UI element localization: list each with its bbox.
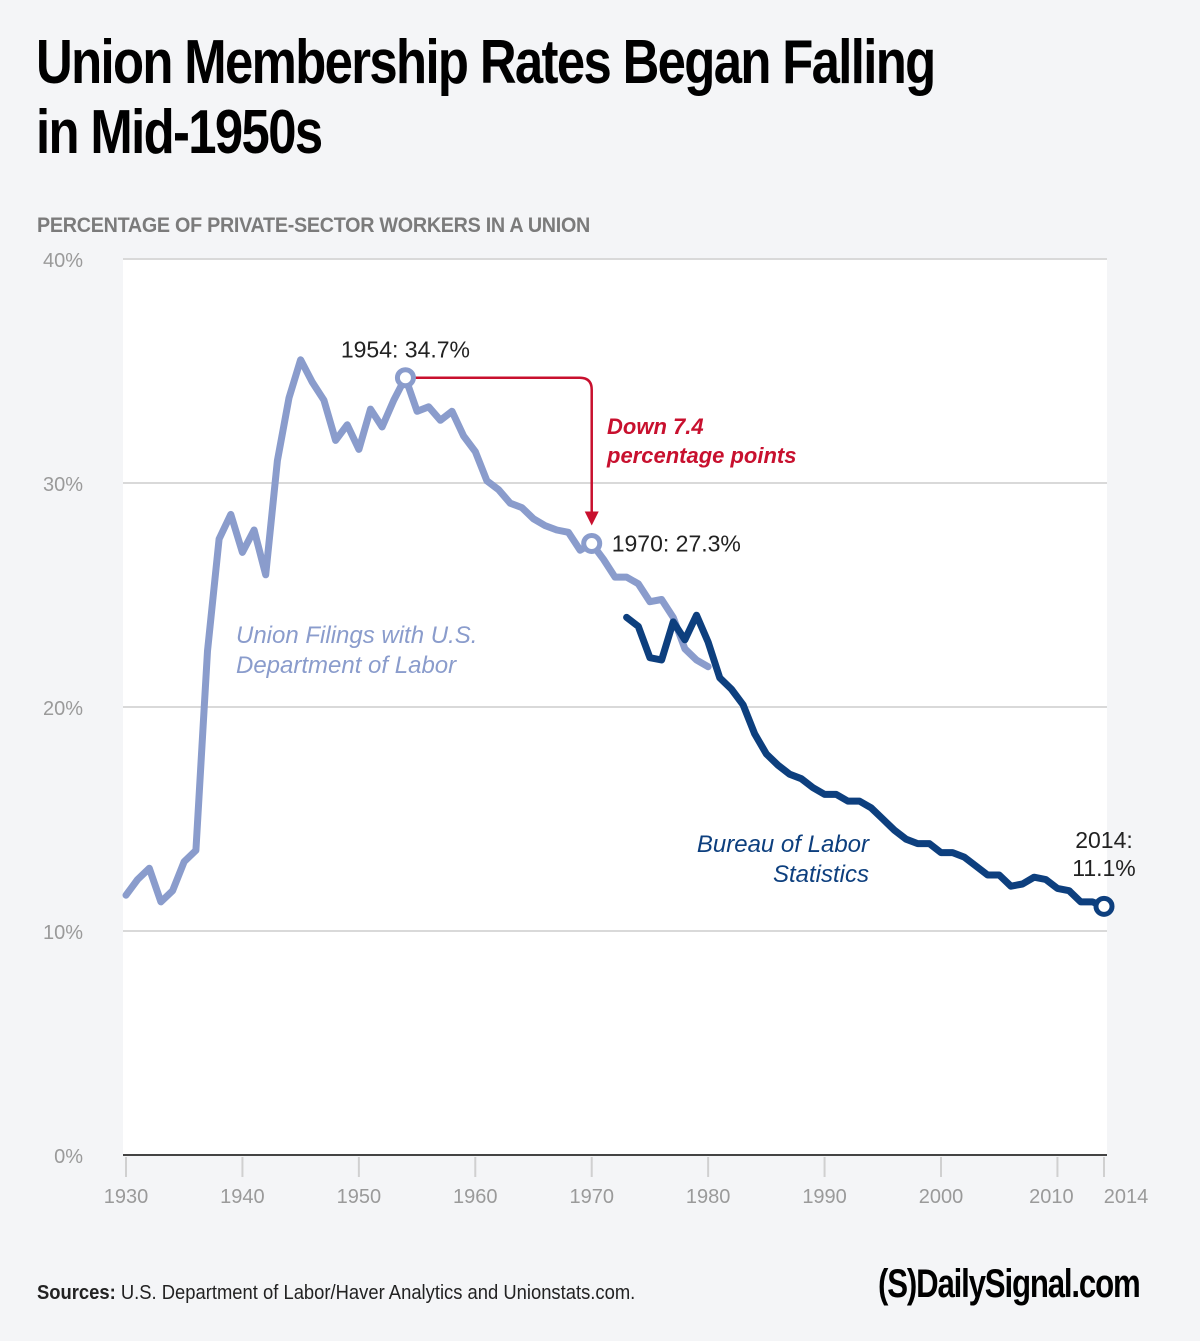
decline-annotation-line2: percentage points	[606, 443, 796, 468]
series-lines	[122, 356, 1108, 910]
decline-arrow	[415, 376, 599, 526]
dailysignal-logo: (S)DailySignal.com	[878, 1262, 1141, 1306]
annotation-1954-label: 1954: 34.7%	[341, 337, 470, 363]
y-tick-label: 20%	[43, 698, 83, 720]
chart-title: Union Membership Rates Began Falling in …	[36, 28, 938, 168]
y-tick-label: 0%	[54, 1146, 83, 1168]
y-axis-tick-labels: 0% 10% 20% 30% 40%	[43, 250, 83, 1168]
y-tick-label: 10%	[43, 922, 83, 944]
gridlines	[123, 258, 1107, 932]
annotation-labels: 1954: 34.7% 1970: 27.3% 2014: 11.1% Down…	[236, 337, 1136, 888]
series-label-dol-line2: Department of Labor	[236, 652, 457, 679]
series-label-bls-line1: Bureau of Labor	[697, 831, 870, 858]
x-tick-label: 2014	[1104, 1186, 1149, 1208]
marker-1954	[394, 367, 416, 389]
y-tick-label: 40%	[43, 250, 83, 272]
chart-subtitle: PERCENTAGE OF PRIVATE-SECTOR WORKERS IN …	[37, 214, 591, 237]
annotation-1970-label: 1970: 27.3%	[612, 530, 741, 556]
sources-note: Sources: U.S. Department of Labor/Haver …	[37, 1282, 635, 1305]
x-tick-label: 1930	[104, 1186, 149, 1208]
marker-1970	[581, 532, 603, 554]
chart-title-line1: Union Membership Rates Began Falling	[36, 28, 936, 97]
x-axis-ticks: 1930 1940 1950 1960 1970 1980 1990 2000 2010 2014	[104, 1157, 1149, 1208]
series-line-dol	[122, 356, 712, 906]
y-tick-label: 30%	[43, 474, 83, 496]
highlight-markers	[394, 367, 1115, 917]
x-tick-label: 1940	[220, 1186, 265, 1208]
annotation-2014-year-label: 2014:	[1075, 827, 1133, 853]
x-tick-label: 1950	[337, 1186, 382, 1208]
x-tick-label: 1980	[686, 1186, 731, 1208]
x-tick-label: 1960	[453, 1186, 498, 1208]
series-line-bls	[623, 611, 1108, 910]
x-tick-label: 1970	[569, 1186, 614, 1208]
sources-label: Sources:	[37, 1282, 116, 1304]
annotation-2014-value-label: 11.1%	[1072, 855, 1136, 881]
sources-text: U.S. Department of Labor/Haver Analytics…	[115, 1282, 636, 1304]
x-tick-label: 1990	[802, 1186, 847, 1208]
marker-2014	[1093, 895, 1115, 917]
decline-annotation-line1: Down 7.4	[607, 414, 704, 439]
chart-title-line2: in Mid-1950s	[36, 98, 323, 167]
x-tick-label: 2010	[1029, 1186, 1074, 1208]
series-label-bls-line2: Statistics	[773, 861, 869, 888]
x-tick-label: 2000	[919, 1186, 964, 1208]
series-label-dol-line1: Union Filings with U.S.	[236, 622, 477, 649]
arrow-line	[415, 376, 593, 516]
arrow-head	[584, 511, 599, 526]
